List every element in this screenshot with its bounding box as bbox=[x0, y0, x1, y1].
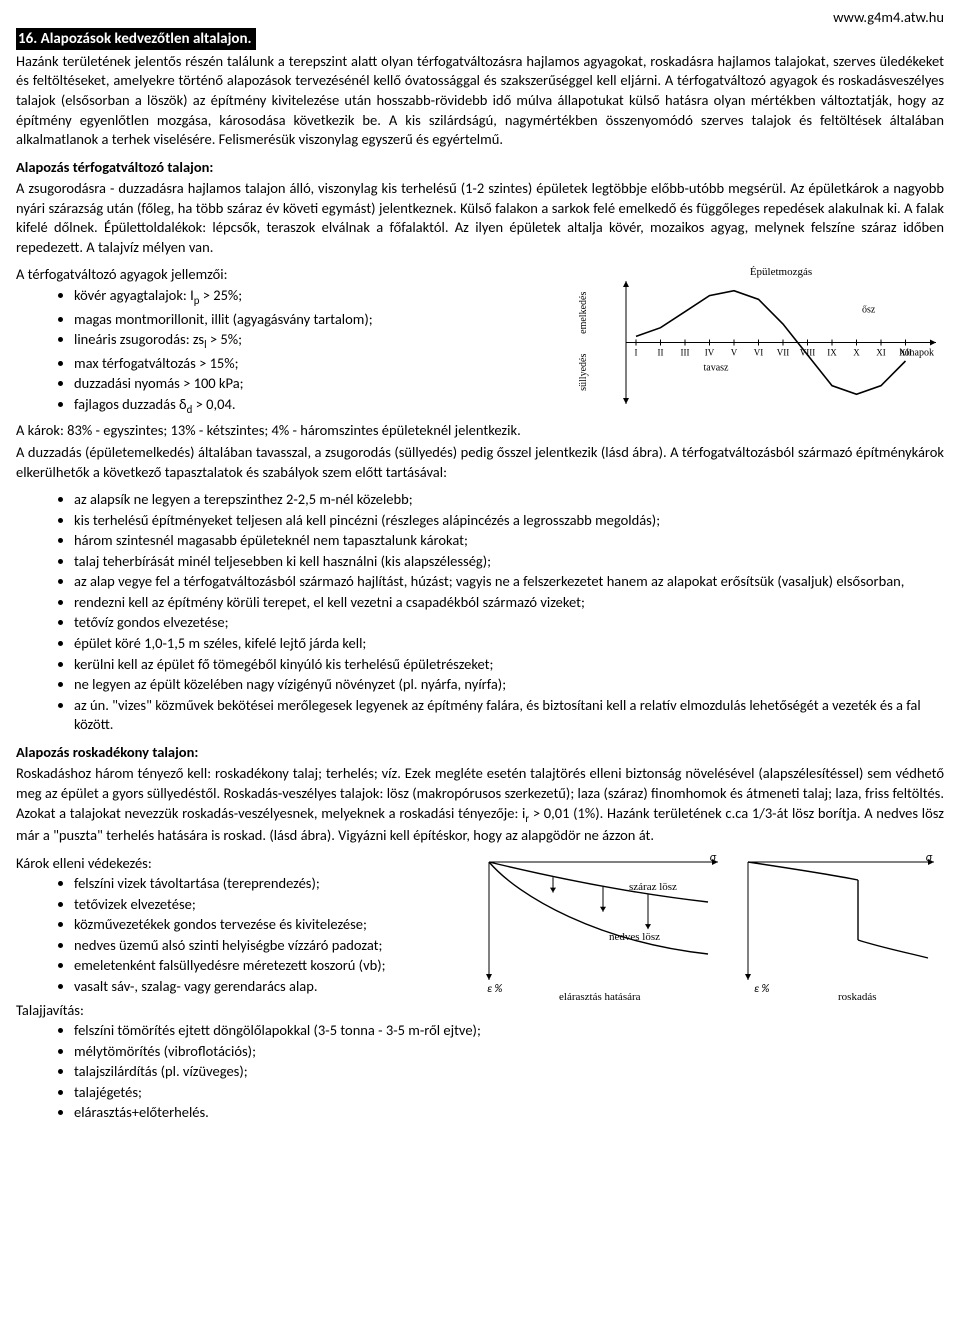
list-item: az ún. "vizes" közművek bekötései merőle… bbox=[74, 696, 944, 735]
sec2-heading: Alapozás roskadékony talajon: bbox=[16, 743, 198, 761]
svg-text:II: II bbox=[658, 348, 664, 358]
list-item: ne legyen az épült közelében nagy vízigé… bbox=[74, 675, 944, 695]
list-item: felszíni tömörítés ejtett döngölőlapokka… bbox=[74, 1021, 944, 1041]
list-item: fajlagos duzzadás δd > 0,04. bbox=[74, 395, 562, 418]
svg-text:III: III bbox=[681, 348, 690, 358]
svg-text:XI: XI bbox=[876, 348, 886, 358]
building-motion-chart: ÉpületmozgásemelkedéssüllyedésIIIIIIIVVV… bbox=[574, 265, 944, 420]
list-item: lineáris zsugorodás: zsl > 5%; bbox=[74, 330, 562, 353]
svg-text:IV: IV bbox=[705, 348, 715, 358]
sec1-p1: A zsugorodásra - duzzadásra hajlamos tal… bbox=[16, 179, 944, 257]
list-item: elárasztás+előterhelés. bbox=[74, 1103, 944, 1123]
svg-text:ősz: ősz bbox=[862, 305, 876, 316]
list-item: tetővizek elvezetése; bbox=[74, 895, 461, 915]
damage-stats: A károk: 83% - egyszintes; 13% - kétszin… bbox=[16, 421, 944, 441]
sec1-p2: A duzzadás (épületemelkedés) általában t… bbox=[16, 443, 944, 482]
list-item: három szintesnél magasabb épületeknél ne… bbox=[74, 531, 944, 551]
svg-text:nedves lösz: nedves lösz bbox=[609, 931, 660, 943]
sec2-p1: Roskadáshoz három tényező kell: roskadék… bbox=[16, 764, 944, 845]
svg-text:elárasztás hatására: elárasztás hatására bbox=[559, 991, 641, 1003]
svg-text:V: V bbox=[731, 348, 738, 358]
list-item: mélytömörítés (vibroflotációs); bbox=[74, 1042, 944, 1062]
features-heading: A térfogatváltozó agyagok jellemzői: bbox=[16, 265, 562, 285]
svg-text:ε %: ε % bbox=[487, 982, 502, 995]
list-item: talajégetés; bbox=[74, 1083, 944, 1103]
list-item: épület köré 1,0-1,5 m széles, kifelé lej… bbox=[74, 634, 944, 654]
list-item: max térfogatváltozás > 15%; bbox=[74, 354, 562, 374]
svg-text:σ: σ bbox=[926, 854, 933, 865]
list-item: az alapsík ne legyen a terepszinthez 2-2… bbox=[74, 490, 944, 510]
defense-list: felszíni vizek távoltartása (tereprendez… bbox=[16, 874, 461, 996]
intro-paragraph: Hazánk területének jelentős részén talál… bbox=[16, 52, 944, 150]
list-item: az alap vegye fel a térfogatváltozásból … bbox=[74, 572, 944, 592]
improve-heading: Talajjavítás: bbox=[16, 1001, 461, 1021]
list-item: vasalt sáv-, szalag- vagy gerendarács al… bbox=[74, 977, 461, 997]
svg-text:I: I bbox=[635, 348, 638, 358]
list-item: magas montmorillonit, illit (agyagásvány… bbox=[74, 310, 562, 330]
list-item: felszíni vizek távoltartása (tereprendez… bbox=[74, 874, 461, 894]
list-item: kis terhelésű építményeket teljesen alá … bbox=[74, 511, 944, 531]
list-item: rendezni kell az építmény körüli terepet… bbox=[74, 593, 944, 613]
list-item: talaj teherbírását minél teljesebben ki … bbox=[74, 552, 944, 572]
svg-text:Épületmozgás: Épületmozgás bbox=[750, 266, 812, 278]
list-item: nedves üzemű alsó szinti helyiségbe vízz… bbox=[74, 936, 461, 956]
svg-text:ε %: ε % bbox=[754, 982, 769, 995]
section-title: 16. Alapozások kedvezőtlen altalajon. bbox=[16, 28, 256, 50]
list-item: tetővíz gondos elvezetése; bbox=[74, 613, 944, 633]
sec1-heading: Alapozás térfogatváltozó talajon: bbox=[16, 158, 213, 176]
svg-text:hónapok: hónapok bbox=[900, 348, 934, 359]
svg-text:VI: VI bbox=[754, 348, 764, 358]
loess-flood-chart: σ ε % száraz lösz nedves lösz elárasztás hat… bbox=[473, 854, 728, 1004]
svg-text:tavasz: tavasz bbox=[704, 363, 730, 374]
list-item: kövér agyagtalajok: Ip > 25%; bbox=[74, 286, 562, 309]
svg-text:X: X bbox=[853, 348, 860, 358]
svg-text:roskadás: roskadás bbox=[838, 991, 877, 1003]
svg-text:σ: σ bbox=[710, 854, 717, 865]
svg-text:száraz lösz: száraz lösz bbox=[629, 881, 677, 893]
svg-text:emelkedés: emelkedés bbox=[578, 292, 589, 334]
rules-list: az alapsík ne legyen a terepszinthez 2-2… bbox=[16, 490, 944, 735]
list-item: kerülni kell az épület fő tömegéből kiny… bbox=[74, 655, 944, 675]
list-item: emeletenként falsüllyedésre méretezett k… bbox=[74, 956, 461, 976]
features-list: kövér agyagtalajok: Ip > 25%;magas montm… bbox=[16, 286, 562, 417]
loess-collapse-chart: σ ε % roskadás bbox=[734, 854, 944, 1004]
improve-list: felszíni tömörítés ejtett döngölőlapokka… bbox=[16, 1021, 944, 1123]
defense-heading: Károk elleni védekezés: bbox=[16, 854, 461, 874]
svg-text:IX: IX bbox=[827, 348, 837, 358]
page-url: www.g4m4.atw.hu bbox=[16, 8, 944, 28]
list-item: talajszilárdítás (pl. vízüveges); bbox=[74, 1062, 944, 1082]
list-item: közművezetékek gondos tervezése és kivit… bbox=[74, 915, 461, 935]
svg-text:süllyedés: süllyedés bbox=[578, 354, 589, 391]
svg-text:VII: VII bbox=[777, 348, 790, 358]
list-item: duzzadási nyomás > 100 kPa; bbox=[74, 374, 562, 394]
